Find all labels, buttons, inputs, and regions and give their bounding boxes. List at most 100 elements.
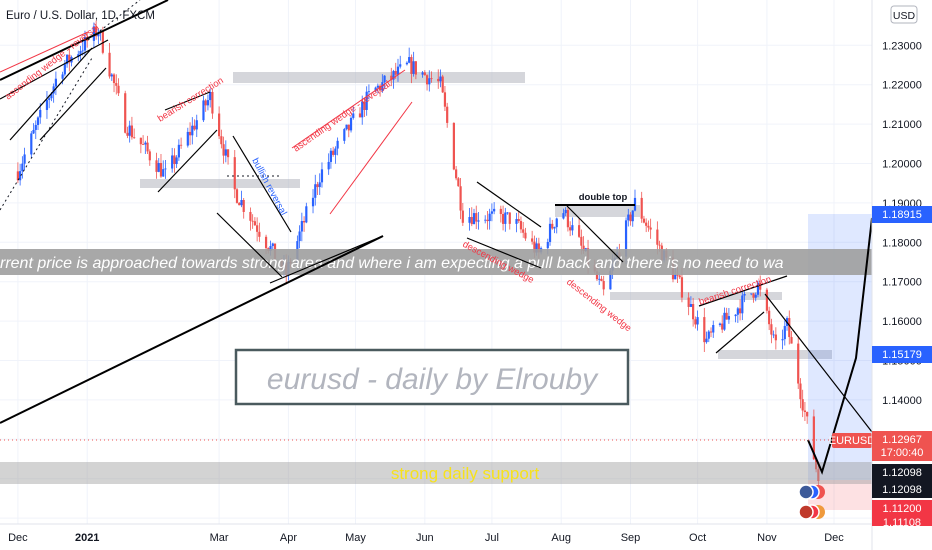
candle xyxy=(383,75,386,89)
candle-body xyxy=(128,125,131,136)
candle-body xyxy=(817,469,820,482)
candle-body xyxy=(148,151,151,161)
candle-body xyxy=(347,124,350,131)
candle-body xyxy=(367,91,371,93)
candle xyxy=(180,137,183,149)
candle-body xyxy=(674,274,677,280)
candle-body xyxy=(499,208,502,215)
candle-body xyxy=(117,85,120,94)
candle xyxy=(124,90,127,134)
candle-body xyxy=(515,219,518,224)
candle xyxy=(381,74,384,93)
candle-body xyxy=(95,26,98,37)
candle xyxy=(555,217,558,234)
candle-body xyxy=(475,213,478,222)
candle xyxy=(410,54,413,84)
candle xyxy=(202,95,205,123)
candle xyxy=(52,83,55,103)
candle xyxy=(790,331,793,344)
resistance-zone[interactable] xyxy=(233,72,525,83)
correction-zone[interactable] xyxy=(718,350,832,359)
candle xyxy=(343,127,346,144)
candle xyxy=(79,45,82,61)
candle-body xyxy=(430,78,433,80)
candle-body xyxy=(177,144,180,158)
banner-band xyxy=(0,249,872,275)
candle-body xyxy=(537,243,540,253)
candle xyxy=(155,152,158,179)
candle-body xyxy=(50,93,53,99)
red-channel-lines[interactable] xyxy=(0,31,413,215)
candle xyxy=(240,190,243,208)
x-tick-label: Jul xyxy=(485,532,499,544)
candle xyxy=(734,314,737,323)
candle xyxy=(508,212,511,230)
candle-body xyxy=(235,189,239,203)
candle xyxy=(130,116,134,140)
candle xyxy=(226,149,230,165)
candle-body xyxy=(428,78,431,85)
candle-body xyxy=(394,70,397,75)
double-top-zone[interactable] xyxy=(555,205,640,217)
candle xyxy=(569,221,572,237)
candle-body xyxy=(441,76,444,93)
candle-body xyxy=(725,312,728,320)
mid-zone[interactable] xyxy=(610,292,782,300)
candle-body xyxy=(752,293,755,298)
event-icon-2[interactable] xyxy=(798,504,825,520)
candle-body xyxy=(171,155,174,169)
candle-body xyxy=(517,219,520,222)
y-tick-label: 1.14000 xyxy=(882,395,922,407)
candle-body xyxy=(180,144,183,146)
event-icon-1[interactable] xyxy=(798,484,825,500)
candle-body xyxy=(504,212,507,224)
candle xyxy=(233,150,236,199)
price-tag-stop: 1.11200 xyxy=(872,500,932,517)
candle-body xyxy=(414,61,417,75)
candle-body xyxy=(164,168,167,170)
candle-body xyxy=(806,411,809,417)
candle xyxy=(110,73,113,81)
candle-body xyxy=(562,213,565,219)
support-band[interactable] xyxy=(0,462,872,484)
candle-body xyxy=(352,113,355,118)
candle xyxy=(204,98,207,112)
symbol-title[interactable]: Euro / U.S. Dollar, 1D, FXCM xyxy=(6,10,155,22)
candle xyxy=(649,218,652,239)
candle-body xyxy=(195,120,198,130)
candle xyxy=(334,146,337,164)
candle-body xyxy=(300,221,303,232)
svg-text:1.18915: 1.18915 xyxy=(882,209,922,221)
candle-body xyxy=(242,200,245,212)
support-zone-feb[interactable] xyxy=(140,179,300,188)
trendline-top xyxy=(0,0,169,81)
candle xyxy=(756,280,760,298)
time-axis[interactable]: Dec 2021 Mar Apr May Jun Jul Aug Sep Oct Nov Dec xyxy=(8,532,844,544)
candle-body xyxy=(68,54,71,63)
candle-body xyxy=(501,214,505,224)
trendlines[interactable] xyxy=(0,0,872,475)
candle xyxy=(519,216,523,234)
candle-body xyxy=(508,212,511,224)
candle-body xyxy=(361,101,364,118)
candle-body xyxy=(16,171,19,181)
candle-body xyxy=(676,274,679,276)
candle xyxy=(173,148,176,173)
candle-body xyxy=(645,222,648,226)
candle-body xyxy=(383,75,386,83)
candle-body xyxy=(159,162,163,177)
candle xyxy=(423,70,426,76)
candle-body xyxy=(743,293,746,296)
candle xyxy=(725,307,728,320)
candle xyxy=(515,212,518,233)
candle-body xyxy=(191,125,194,136)
candle-body xyxy=(97,32,100,37)
candle-body xyxy=(803,410,807,412)
candle xyxy=(743,291,746,303)
candle xyxy=(441,74,444,93)
currency-button[interactable] xyxy=(890,5,918,24)
candle-body xyxy=(126,132,129,136)
candle-body xyxy=(390,75,393,80)
